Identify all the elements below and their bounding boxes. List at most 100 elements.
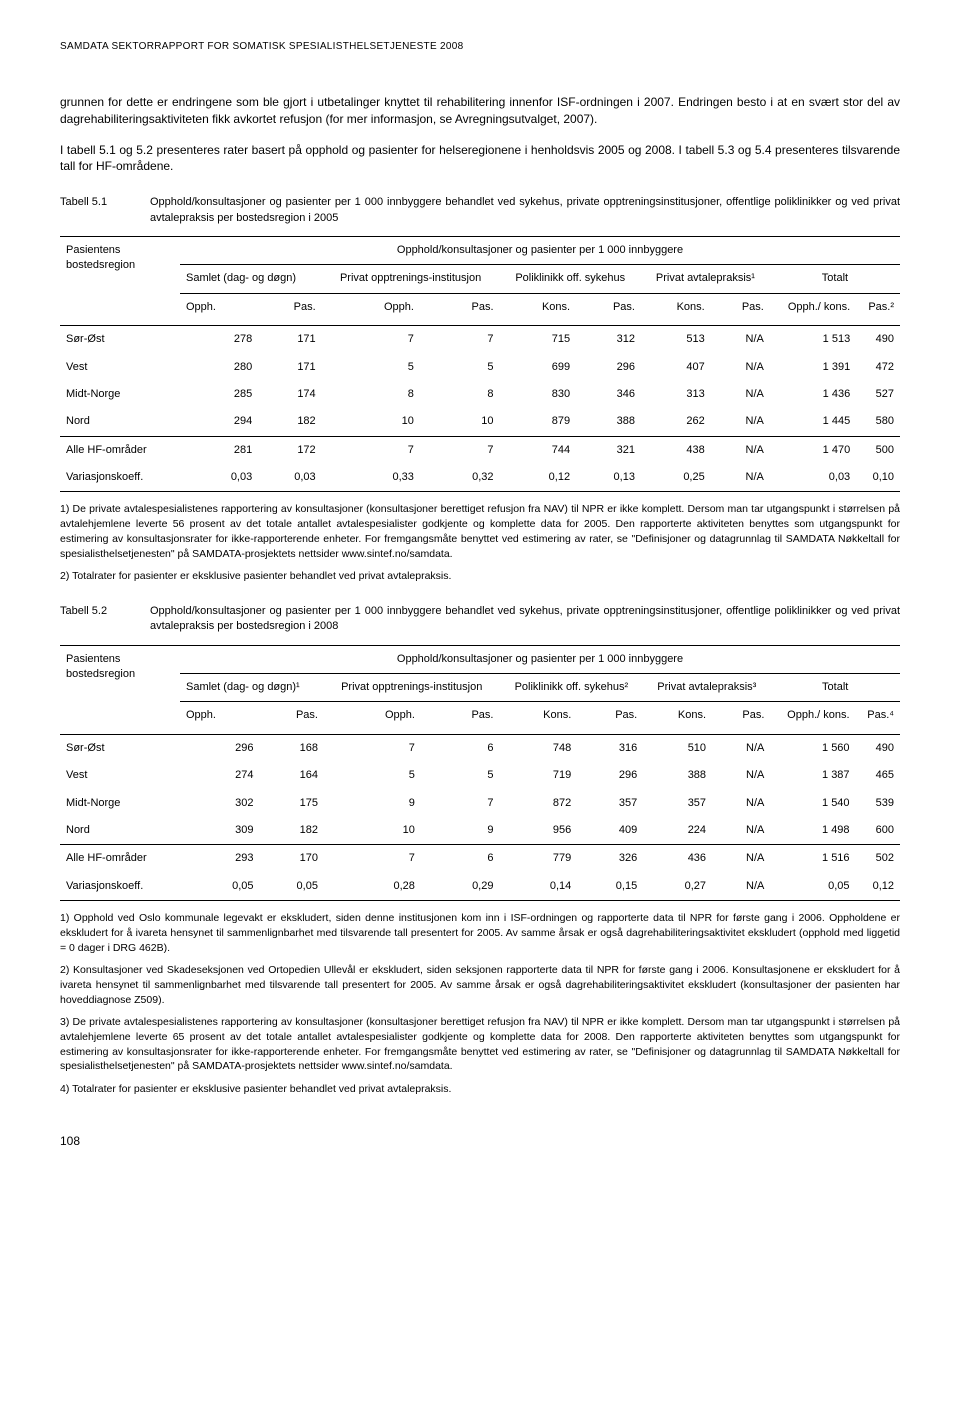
cell: 278 <box>180 326 258 354</box>
row-label: Sør-Øst <box>60 734 180 762</box>
cell: 0,29 <box>421 873 500 901</box>
cell: N/A <box>712 873 770 901</box>
table-1-caption-text: Opphold/konsultasjoner og pasienter per … <box>150 195 900 226</box>
table-row: Sør-Øst29616876748316510N/A1 560490 <box>60 734 900 762</box>
cell: 357 <box>577 790 643 817</box>
cell: 10 <box>324 817 421 845</box>
t2-sub-3: Pas. <box>421 702 500 734</box>
row-label: Nord <box>60 817 180 845</box>
cell: 956 <box>499 817 577 845</box>
table-2-label: Tabell 5.2 <box>60 604 150 635</box>
cell: 472 <box>856 354 900 381</box>
t1-rowheader: Pasientens bostedsregion <box>60 236 180 325</box>
cell: 1 560 <box>770 734 855 762</box>
table-row: Vest28017155699296407N/A1 391472 <box>60 354 900 381</box>
cell: 409 <box>577 817 643 845</box>
t2-g3: Poliklinikk off. sykehus² <box>499 674 643 702</box>
cell: 9 <box>421 817 500 845</box>
cell: 312 <box>576 326 641 354</box>
cell: 274 <box>180 762 260 789</box>
cell: N/A <box>711 464 770 492</box>
table-row: Vest27416455719296388N/A1 387465 <box>60 762 900 789</box>
cell: 600 <box>856 817 900 845</box>
cell: 326 <box>577 845 643 873</box>
cell: 438 <box>641 436 711 464</box>
cell: 719 <box>499 762 577 789</box>
table-row: Sør-Øst27817177715312513N/A1 513490 <box>60 326 900 354</box>
cell: 5 <box>421 762 500 789</box>
cell: 7 <box>421 790 500 817</box>
cell: N/A <box>711 354 770 381</box>
cell: 5 <box>322 354 420 381</box>
cell: 8 <box>420 381 500 408</box>
cell: 744 <box>500 436 577 464</box>
table-2: Pasientens bostedsregion Opphold/konsult… <box>60 645 900 902</box>
cell: 346 <box>576 381 641 408</box>
cell: 5 <box>324 762 421 789</box>
row-label: Midt-Norge <box>60 381 180 408</box>
t1-g5: Totalt <box>770 265 900 293</box>
table-row: Nord309182109956409224N/A1 498600 <box>60 817 900 845</box>
cell: 0,05 <box>180 873 260 901</box>
cell: 171 <box>258 326 321 354</box>
t1-g1: Samlet (dag- og døgn) <box>180 265 322 293</box>
cell: 1 445 <box>770 408 856 436</box>
cell: N/A <box>711 381 770 408</box>
cell: 6 <box>421 845 500 873</box>
t2-g4: Privat avtalepraksis³ <box>643 674 770 702</box>
table-total-row: Variasjonskoeff.0,050,050,280,290,140,15… <box>60 873 900 901</box>
cell: 175 <box>260 790 324 817</box>
cell: 293 <box>180 845 260 873</box>
cell: 0,33 <box>322 464 420 492</box>
table-row: Midt-Norge28517488830346313N/A1 436527 <box>60 381 900 408</box>
cell: N/A <box>711 408 770 436</box>
cell: 174 <box>258 381 321 408</box>
cell: 1 470 <box>770 436 856 464</box>
cell: 0,28 <box>324 873 421 901</box>
cell: 7 <box>322 436 420 464</box>
cell: 309 <box>180 817 260 845</box>
t1-sub-3: Pas. <box>420 293 500 325</box>
cell: N/A <box>712 734 770 762</box>
t1-sub-1: Pas. <box>258 293 321 325</box>
cell: 465 <box>856 762 900 789</box>
row-label: Alle HF-områder <box>60 436 180 464</box>
t2-sub-2: Opph. <box>324 702 421 734</box>
cell: 0,05 <box>770 873 855 901</box>
page-number: 108 <box>60 1133 900 1150</box>
cell: 872 <box>499 790 577 817</box>
cell: 8 <box>322 381 420 408</box>
cell: 10 <box>322 408 420 436</box>
cell: 407 <box>641 354 711 381</box>
paragraph-1: grunnen for dette er endringene som ble … <box>60 94 900 128</box>
table-row: Midt-Norge30217597872357357N/A1 540539 <box>60 790 900 817</box>
t2-spanheader: Opphold/konsultasjoner og pasienter per … <box>180 645 900 673</box>
t2-rowheader: Pasientens bostedsregion <box>60 645 180 734</box>
t2-g1: Samlet (dag- og døgn)¹ <box>180 674 324 702</box>
t2-fn1: 1) Opphold ved Oslo kommunale legevakt e… <box>60 911 900 955</box>
t2-sub-1: Pas. <box>260 702 324 734</box>
cell: 527 <box>856 381 900 408</box>
cell: 748 <box>499 734 577 762</box>
cell: 0,05 <box>260 873 324 901</box>
t1-g3: Poliklinikk off. sykehus <box>500 265 641 293</box>
cell: 0,14 <box>499 873 577 901</box>
t2-fn3: 3) De private avtalespesialistenes rappo… <box>60 1015 900 1074</box>
t1-sub-5: Pas. <box>576 293 641 325</box>
t1-sub-6: Kons. <box>641 293 711 325</box>
t1-sub-4: Kons. <box>500 293 577 325</box>
table-1: Pasientens bostedsregion Opphold/konsult… <box>60 236 900 493</box>
cell: 171 <box>258 354 321 381</box>
cell: 436 <box>643 845 712 873</box>
cell: 0,03 <box>180 464 258 492</box>
cell: 0,32 <box>420 464 500 492</box>
t2-sub-8: Opph./ kons. <box>770 702 855 734</box>
cell: 502 <box>856 845 900 873</box>
cell: 1 513 <box>770 326 856 354</box>
cell: 500 <box>856 436 900 464</box>
cell: 316 <box>577 734 643 762</box>
t1-sub-8: Opph./ kons. <box>770 293 856 325</box>
cell: 0,12 <box>500 464 577 492</box>
row-label: Sør-Øst <box>60 326 180 354</box>
cell: 0,03 <box>770 464 856 492</box>
